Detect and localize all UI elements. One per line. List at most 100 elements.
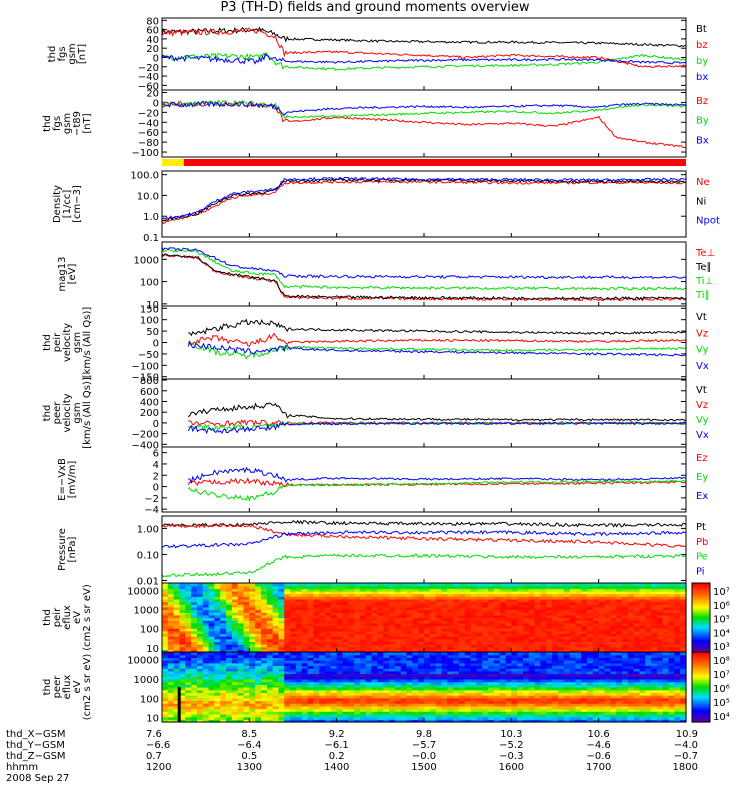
spectrogram-cell — [237, 609, 245, 613]
spectrogram-cell — [528, 716, 536, 720]
spectrogram-cell — [656, 662, 664, 667]
spectrogram-cell — [278, 590, 285, 595]
spectrogram-cell — [651, 697, 658, 702]
spectrogram-cell — [313, 588, 320, 592]
spectrogram-cell — [167, 692, 175, 696]
colorbar-cell — [692, 650, 710, 653]
spectrogram-cell — [284, 596, 291, 600]
spectrogram-cell — [522, 593, 530, 597]
spectrogram-cell — [447, 670, 454, 675]
spectrogram-cell — [208, 654, 215, 658]
spectrogram-cell — [668, 684, 675, 688]
spectrogram-cell — [185, 705, 192, 710]
spectrogram-cell — [162, 716, 169, 720]
spectrogram-cell — [173, 593, 181, 597]
spectrogram-cell — [522, 719, 530, 723]
spectrogram-cell — [191, 654, 198, 658]
spectrogram-cell — [319, 638, 326, 642]
spectrogram-cell — [202, 593, 210, 597]
spectrogram-cell — [563, 711, 571, 715]
spectrogram-cell — [447, 585, 454, 589]
spectrogram-cell — [377, 583, 384, 587]
spectrogram-cell — [616, 646, 623, 650]
spectrogram-cell — [295, 636, 303, 640]
spectrogram-cell — [546, 612, 553, 616]
spectrogram-cell — [476, 636, 483, 640]
spectrogram-cell — [255, 708, 262, 712]
ytick-label-pressure: 0.01 — [137, 576, 159, 587]
spectrogram-cell — [651, 689, 658, 693]
spectrogram-cell — [260, 583, 268, 587]
spectrogram-cell — [412, 700, 419, 704]
spectrogram-cell — [191, 713, 198, 718]
spectrogram-cell — [424, 588, 431, 592]
spectrogram-cell — [278, 588, 285, 592]
spectrogram-cell — [464, 719, 472, 723]
spectrogram-cell — [412, 670, 419, 675]
spectrogram-cell — [307, 654, 314, 658]
spectrogram-cell — [196, 612, 204, 616]
spectrogram-cell — [662, 620, 670, 624]
spectrogram-cell — [249, 614, 256, 619]
spectrogram-cell — [621, 598, 629, 603]
spectrogram-cell — [540, 646, 547, 650]
spectrogram-cell — [196, 678, 204, 683]
spectrogram-cell — [621, 633, 629, 637]
spectrogram-cell — [167, 646, 175, 650]
spectrogram-cell — [668, 649, 675, 653]
spectrogram-cell — [260, 700, 268, 704]
spectrogram-cell — [383, 633, 390, 637]
spectrogram-cell — [453, 596, 460, 600]
spectrogram-cell — [330, 633, 338, 637]
spectrogram-cell — [569, 697, 576, 702]
spectrogram-cell — [330, 612, 338, 616]
spectrogram-cell — [522, 601, 530, 605]
spectrogram-cell — [569, 646, 576, 650]
spectrogram-cell — [243, 678, 250, 683]
spectrogram-cell — [412, 636, 419, 640]
spectrogram-cell — [191, 604, 198, 608]
spectrogram-cell — [255, 665, 262, 669]
spectrogram-cell — [552, 708, 559, 712]
spectrogram-cell — [260, 641, 268, 645]
spectrogram-cell — [167, 630, 175, 635]
spectrogram-cell — [231, 646, 239, 650]
colorbar-tick-label: 10³ — [713, 642, 730, 653]
spectrogram-cell — [482, 638, 489, 642]
spectrogram-cell — [627, 684, 635, 688]
spectrogram-cell — [569, 596, 576, 600]
spectrogram-cell — [464, 590, 472, 595]
spectrogram-cell — [284, 668, 291, 672]
spectrogram-cell — [237, 705, 245, 710]
spectrogram-cell — [208, 697, 215, 702]
spectrogram-cell — [633, 657, 641, 661]
spectrogram-cell — [266, 644, 274, 648]
spectrogram-cell — [517, 700, 524, 704]
spectrogram-cell — [377, 668, 384, 672]
spectrogram-cell — [511, 689, 518, 693]
spectrogram-cell — [610, 670, 617, 675]
spectrogram-cell — [464, 609, 472, 613]
spectrogram-cell — [359, 638, 367, 642]
spectrogram-cell — [493, 590, 501, 595]
spectrogram-cell — [587, 612, 594, 616]
colorbar-cell — [692, 617, 710, 620]
spectrogram-cell — [470, 681, 477, 685]
spectrogram-cell — [307, 625, 314, 629]
spectrogram-cell — [528, 708, 536, 712]
spectrogram-cell — [458, 697, 466, 702]
spectrogram-cell — [464, 657, 472, 661]
spectrogram-cell — [511, 695, 518, 699]
spectrogram-cell — [290, 713, 297, 718]
spectrogram-cell — [511, 606, 518, 611]
spectrogram-cell — [260, 705, 268, 710]
spectrogram-cell — [278, 678, 285, 683]
spectrogram-cell — [260, 652, 268, 656]
spectrogram-cell — [208, 719, 215, 723]
spectrogram-cell — [359, 673, 367, 677]
spectrogram-cell — [284, 681, 291, 685]
spectrogram-cell — [400, 668, 408, 672]
spectrogram-cell — [173, 583, 181, 587]
spectrogram-cell — [621, 684, 629, 688]
spectrogram-cell — [359, 676, 367, 680]
